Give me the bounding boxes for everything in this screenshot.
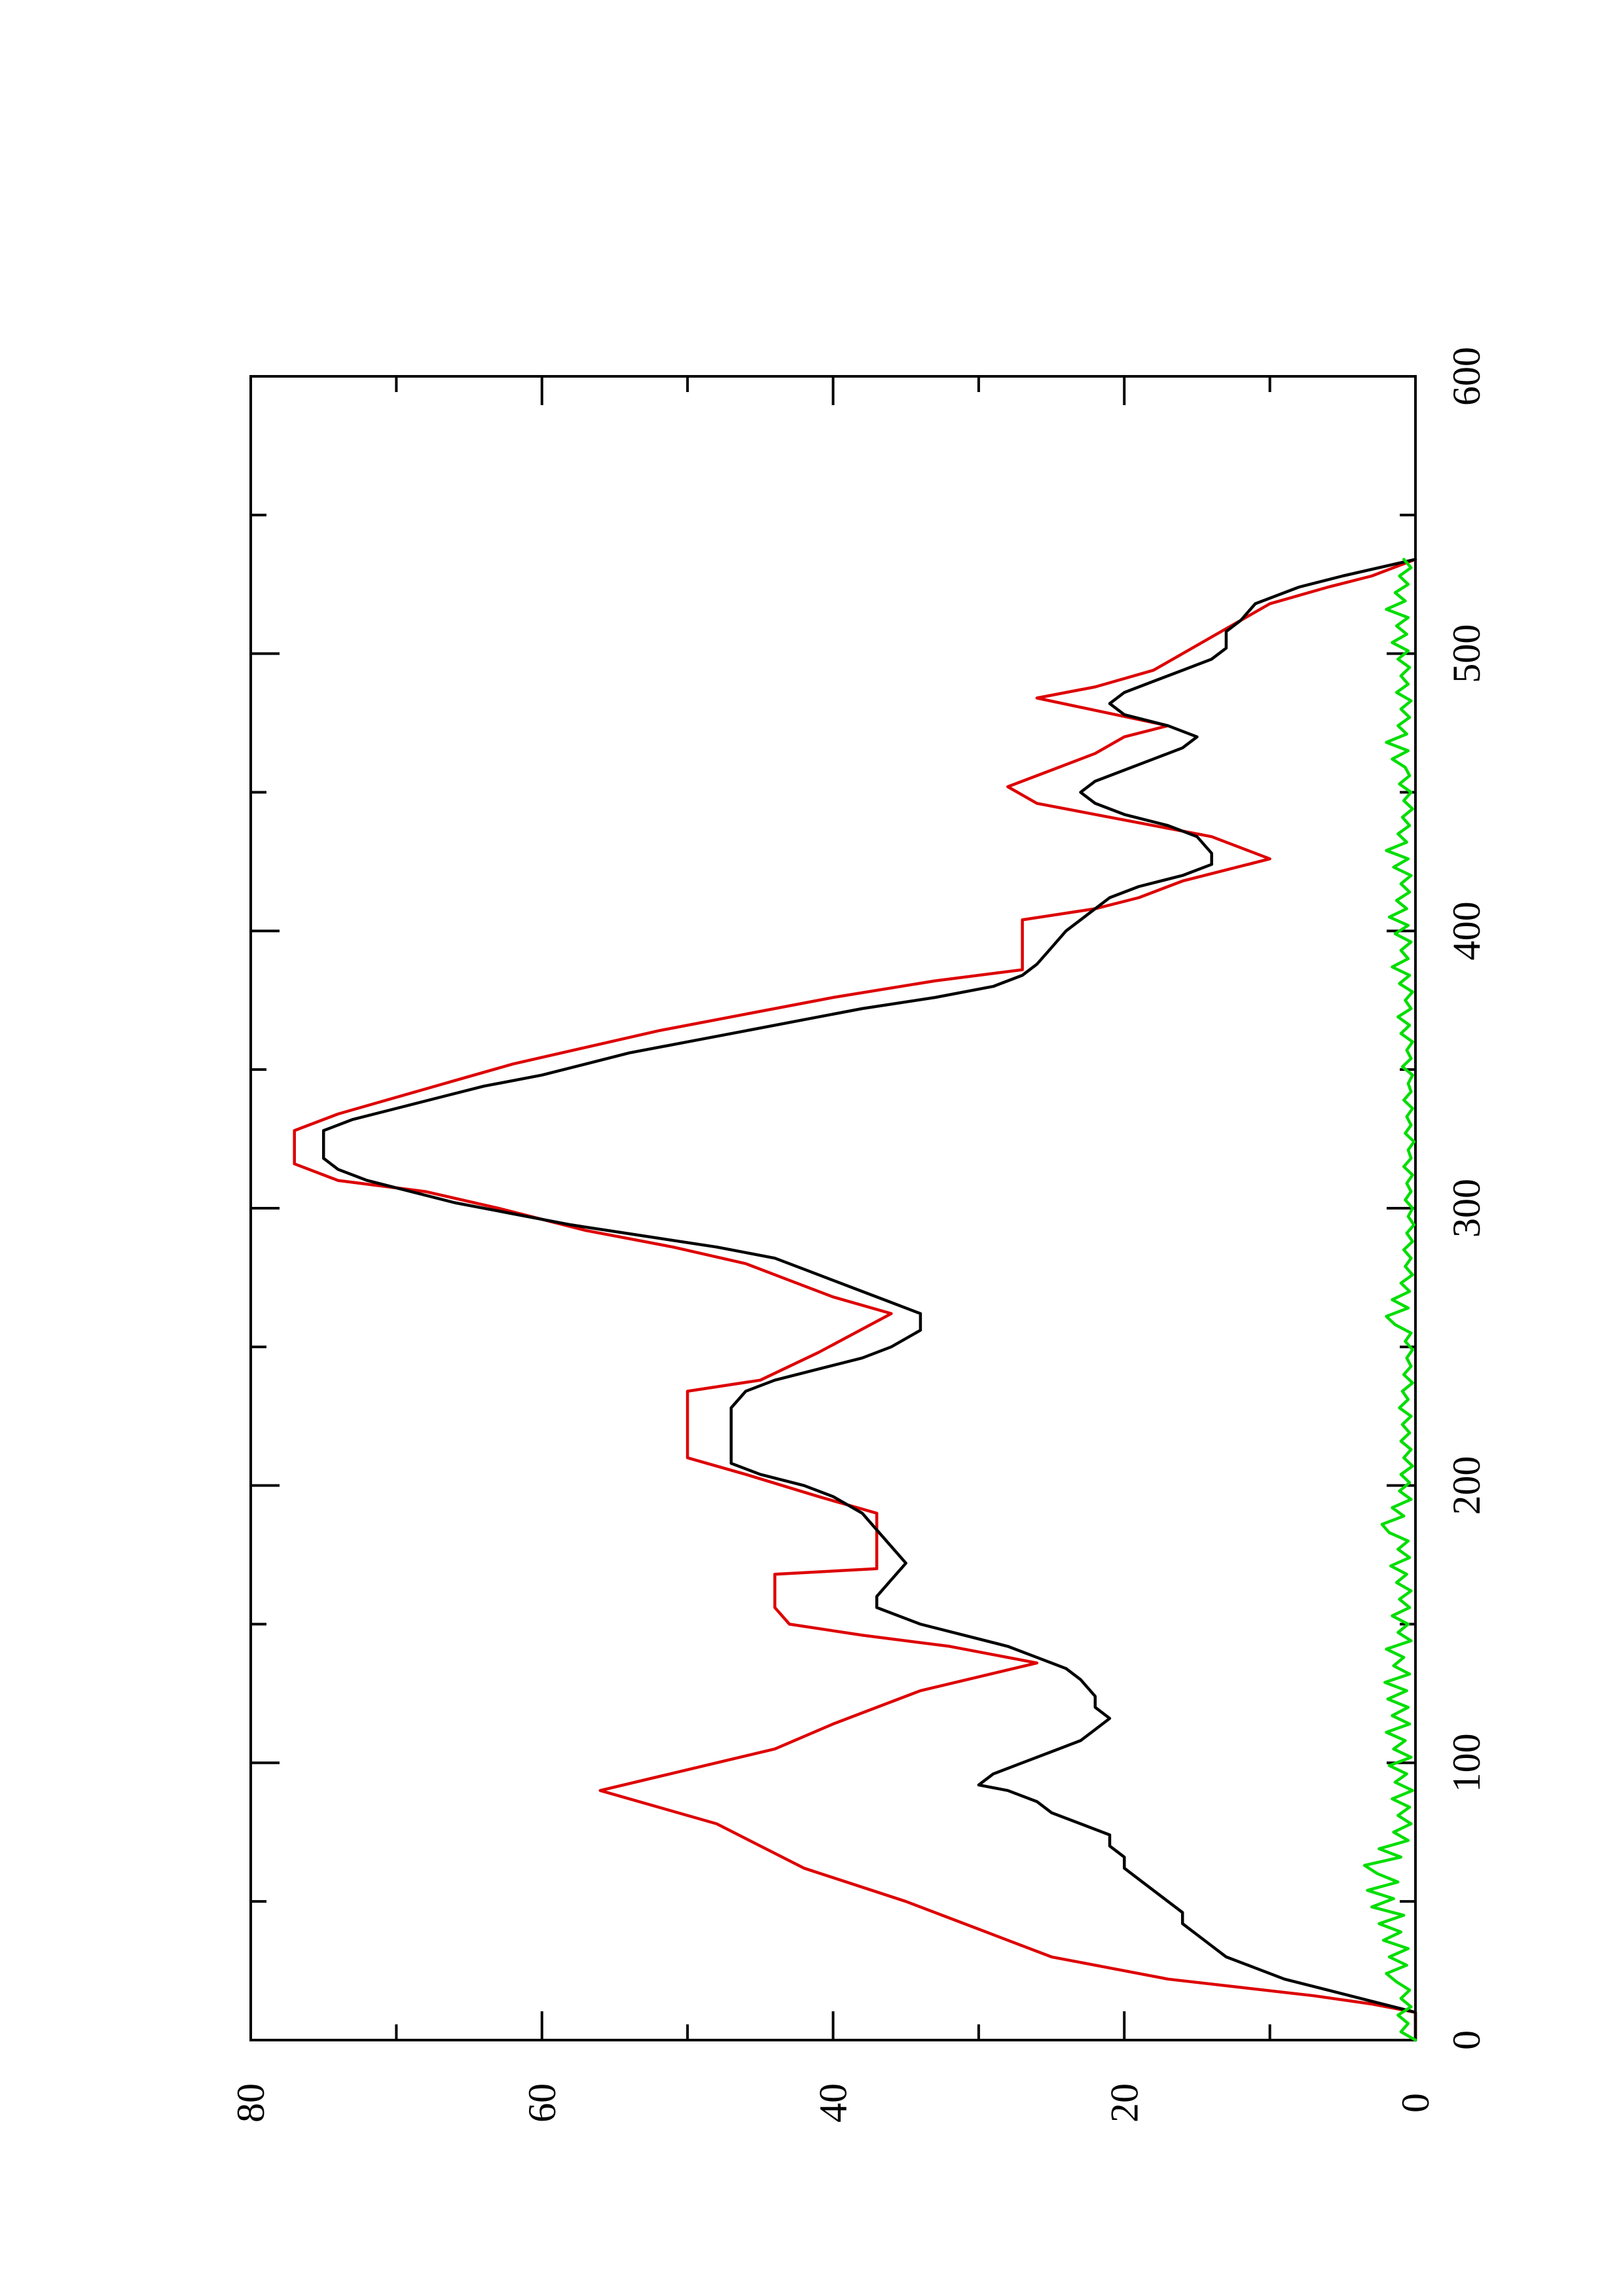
series-line-3 xyxy=(1362,558,1417,2042)
series-line-2 xyxy=(321,558,1417,2042)
y-tick-label: 80 xyxy=(229,2083,272,2123)
x-tick-label: 300 xyxy=(1445,1179,1488,1238)
x-tick-label: 0 xyxy=(1445,2030,1488,2050)
series-line-1 xyxy=(293,558,1417,2042)
y-tick-label: 40 xyxy=(812,2083,855,2123)
axis-ticks xyxy=(249,375,1417,2041)
y-tick-label: 60 xyxy=(520,2083,564,2123)
x-tick-label: 400 xyxy=(1445,901,1488,960)
x-tick-label: 500 xyxy=(1445,624,1488,683)
x-tick-label: 100 xyxy=(1445,1733,1488,1792)
x-tick-label: 600 xyxy=(1445,347,1488,406)
x-tick-label: 200 xyxy=(1445,1456,1488,1515)
data-series xyxy=(293,558,1417,2042)
y-tick-label: 0 xyxy=(1394,2093,1437,2113)
y-tick-label: 20 xyxy=(1103,2083,1146,2123)
plot-frame xyxy=(249,375,1417,2041)
tick-labels: 0 100 200 300 400 500 600 0 20 40 60 80 xyxy=(229,347,1488,2123)
